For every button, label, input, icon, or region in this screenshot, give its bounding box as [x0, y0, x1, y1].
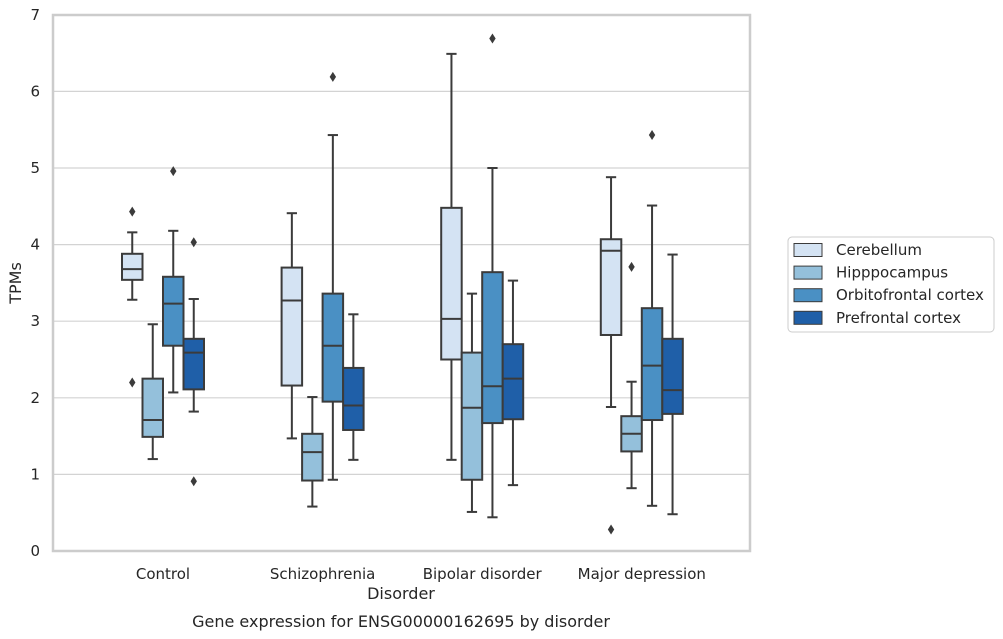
box-3-2: [640, 130, 664, 507]
box-iqr: [440, 206, 463, 361]
boxes-layer: [121, 33, 684, 535]
plot-area-frame: [51, 13, 752, 553]
box-0-2: [162, 166, 185, 394]
x-axis-ticks: Control Schizophrenia Bipolar disorder Majo…: [136, 565, 706, 583]
box-2-0: [440, 52, 463, 461]
box-1-0: [280, 212, 304, 440]
legend-items: Cerebellum Hipppocampus Orbitofrontal cort…: [793, 241, 984, 327]
box-3-1: [620, 261, 643, 490]
box-iqr: [162, 275, 185, 347]
box-2-1: [460, 292, 484, 513]
y-tick-label: 2: [30, 389, 40, 407]
outlier-point: [628, 261, 635, 272]
box-iqr: [460, 351, 484, 481]
box-0-0: [121, 206, 144, 388]
y-tick-label: 1: [30, 465, 40, 483]
box-iqr: [141, 377, 164, 438]
box-3-3: [661, 253, 684, 516]
box-1-3: [342, 313, 365, 461]
box-0-1: [141, 323, 164, 461]
outlier-point: [190, 237, 197, 248]
outlier-point: [170, 166, 177, 177]
box-1-2: [321, 71, 345, 481]
outlier-point: [190, 476, 197, 487]
outlier-point: [607, 524, 615, 535]
box-iqr: [661, 337, 684, 415]
y-axis-ticks: 0 1 2 3 4 5 6 7: [30, 6, 40, 560]
legend-label: Prefrontal cortex: [836, 309, 961, 327]
x-tick-label: Major depression: [578, 565, 706, 583]
gridlines: [53, 14, 750, 552]
box-iqr: [640, 307, 664, 422]
box-iqr: [182, 337, 205, 391]
legend-label: Orbitofrontal cortex: [836, 286, 984, 304]
legend-swatch: [793, 310, 823, 325]
box-iqr: [342, 366, 365, 431]
box-2-3: [501, 279, 525, 487]
x-tick-label: Control: [136, 565, 190, 583]
box-2-2: [481, 33, 504, 519]
legend-swatch: [793, 243, 823, 257]
x-tick-label: Schizophrenia: [270, 565, 375, 583]
outlier-point: [329, 71, 337, 82]
outlier-point: [129, 377, 136, 388]
legend: Cerebellum Hipppocampus Orbitofrontal cort…: [787, 236, 995, 333]
x-tick-label: Bipolar disorder: [423, 565, 543, 583]
box-iqr: [481, 271, 504, 425]
box-iqr: [280, 266, 304, 387]
box-1-1: [301, 396, 324, 508]
box-iqr: [321, 292, 345, 403]
box-3-0: [599, 176, 623, 535]
y-tick-label: 6: [30, 82, 40, 100]
outlier-point: [489, 33, 496, 44]
chart-caption: Gene expression for ENSG00000162695 by d…: [192, 612, 610, 631]
x-axis-label: Disorder: [367, 584, 435, 603]
y-tick-label: 7: [30, 6, 40, 24]
box-iqr: [121, 252, 144, 281]
outlier-point: [648, 130, 656, 141]
y-tick-label: 4: [30, 236, 40, 254]
box-iqr: [501, 343, 525, 421]
outlier-point: [129, 206, 136, 217]
y-tick-label: 3: [30, 312, 40, 330]
box-iqr: [301, 432, 324, 482]
box-0-3: [182, 237, 205, 487]
legend-label: Cerebellum: [836, 241, 922, 259]
box-iqr: [599, 238, 623, 336]
y-tick-label: 5: [30, 159, 40, 177]
y-tick-label: 0: [30, 542, 40, 560]
legend-swatch: [793, 265, 823, 280]
legend-swatch: [793, 288, 823, 303]
legend-frame: [787, 236, 995, 333]
legend-label: Hipppocampus: [836, 264, 948, 282]
y-axis-label: TPMs: [6, 262, 25, 305]
